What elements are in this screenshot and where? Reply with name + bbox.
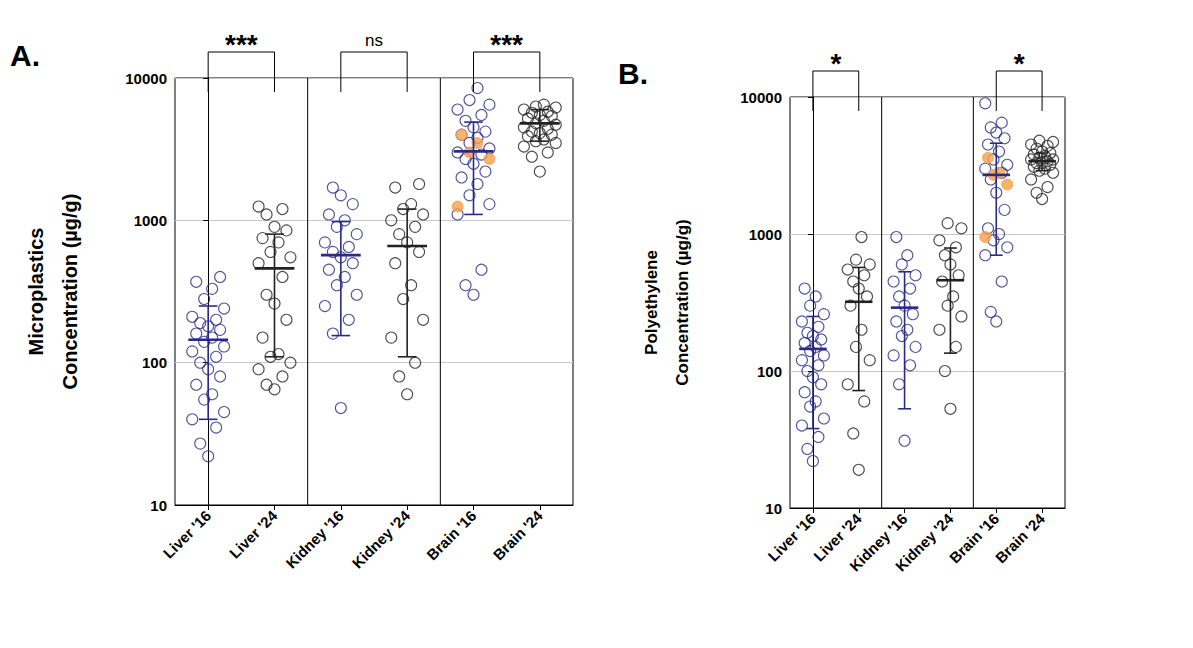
- svg-text:Brain '24: Brain '24: [489, 507, 546, 564]
- svg-text:*: *: [1014, 48, 1025, 79]
- svg-text:Liver '24: Liver '24: [226, 507, 281, 562]
- svg-text:*: *: [830, 48, 841, 79]
- svg-text:Brain '16: Brain '16: [946, 510, 1002, 566]
- svg-text:100: 100: [757, 363, 782, 380]
- svg-text:Polyethylene: Polyethylene: [642, 250, 661, 355]
- svg-text:Kidney '16: Kidney '16: [282, 507, 347, 572]
- svg-text:10: 10: [765, 500, 782, 517]
- svg-text:1000: 1000: [134, 212, 167, 229]
- svg-text:Kidney '16: Kidney '16: [846, 510, 911, 575]
- svg-text:B.: B.: [618, 57, 648, 90]
- svg-text:Concentration (µg/g): Concentration (µg/g): [59, 194, 81, 390]
- svg-text:Liver '16: Liver '16: [160, 507, 215, 562]
- svg-text:100: 100: [142, 354, 167, 371]
- svg-text:ns: ns: [365, 31, 383, 50]
- svg-text:***: ***: [490, 29, 523, 60]
- svg-text:10000: 10000: [740, 89, 782, 106]
- svg-text:Brain '24: Brain '24: [992, 510, 1049, 567]
- svg-text:Microplastics: Microplastics: [25, 228, 47, 356]
- svg-text:Concentration (µg/g): Concentration (µg/g): [673, 219, 692, 386]
- svg-text:Kidney '24: Kidney '24: [349, 507, 414, 572]
- svg-text:A.: A.: [10, 39, 40, 72]
- svg-text:10: 10: [150, 497, 167, 514]
- svg-text:Brain '16: Brain '16: [423, 507, 479, 563]
- svg-text:10000: 10000: [125, 70, 167, 87]
- svg-text:***: ***: [225, 29, 258, 60]
- svg-text:Kidney '24: Kidney '24: [892, 510, 957, 575]
- svg-text:Liver '24: Liver '24: [810, 510, 865, 565]
- svg-text:Liver '16: Liver '16: [764, 510, 819, 565]
- svg-text:1000: 1000: [749, 226, 782, 243]
